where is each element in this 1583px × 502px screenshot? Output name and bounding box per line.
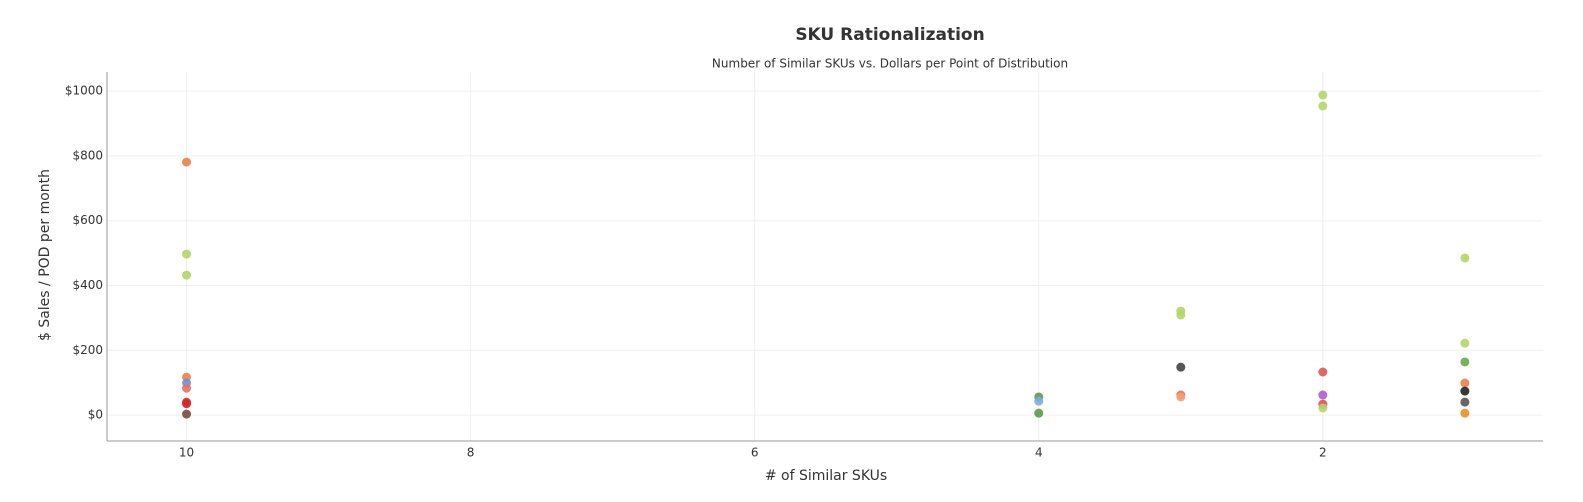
point: [182, 157, 192, 167]
point: [1460, 386, 1470, 396]
point: [1318, 367, 1328, 377]
point: [182, 409, 192, 419]
x-tick-label: 8: [467, 446, 475, 460]
point: [1460, 253, 1470, 263]
y-tick-label: $200: [72, 343, 103, 357]
y-tick-label: $0: [88, 408, 103, 422]
point: [182, 383, 192, 393]
point: [1460, 378, 1470, 388]
y-axis-label: $ Sales / POD per month: [37, 169, 53, 341]
point: [1034, 396, 1044, 406]
point: [1460, 338, 1470, 348]
x-tick-label: 6: [751, 446, 759, 460]
y-tick-label: $600: [72, 213, 103, 227]
chart-title: SKU Rationalization: [795, 25, 984, 45]
point: [1460, 408, 1470, 418]
x-tick-label: 10: [179, 446, 194, 460]
y-tick-label: $1000: [65, 84, 103, 98]
point: [1034, 408, 1044, 418]
point: [1318, 101, 1328, 111]
y-tick-label: $400: [72, 278, 103, 292]
point: [1318, 390, 1328, 400]
point: [1460, 357, 1470, 367]
point: [1318, 90, 1328, 100]
chart-subtitle: Number of Similar SKUs vs. Dollars per P…: [712, 57, 1068, 71]
point: [1318, 403, 1328, 413]
point: [1176, 362, 1186, 372]
point: [1176, 310, 1186, 320]
point: [182, 270, 192, 280]
y-tick-label: $800: [72, 148, 103, 162]
x-axis-label: # of Similar SKUs: [765, 468, 887, 484]
x-tick-label: 4: [1035, 446, 1043, 460]
point: [182, 399, 192, 409]
point: [182, 249, 192, 259]
x-tick-label: 2: [1319, 446, 1327, 460]
point: [1176, 392, 1186, 402]
point: [1460, 397, 1470, 407]
